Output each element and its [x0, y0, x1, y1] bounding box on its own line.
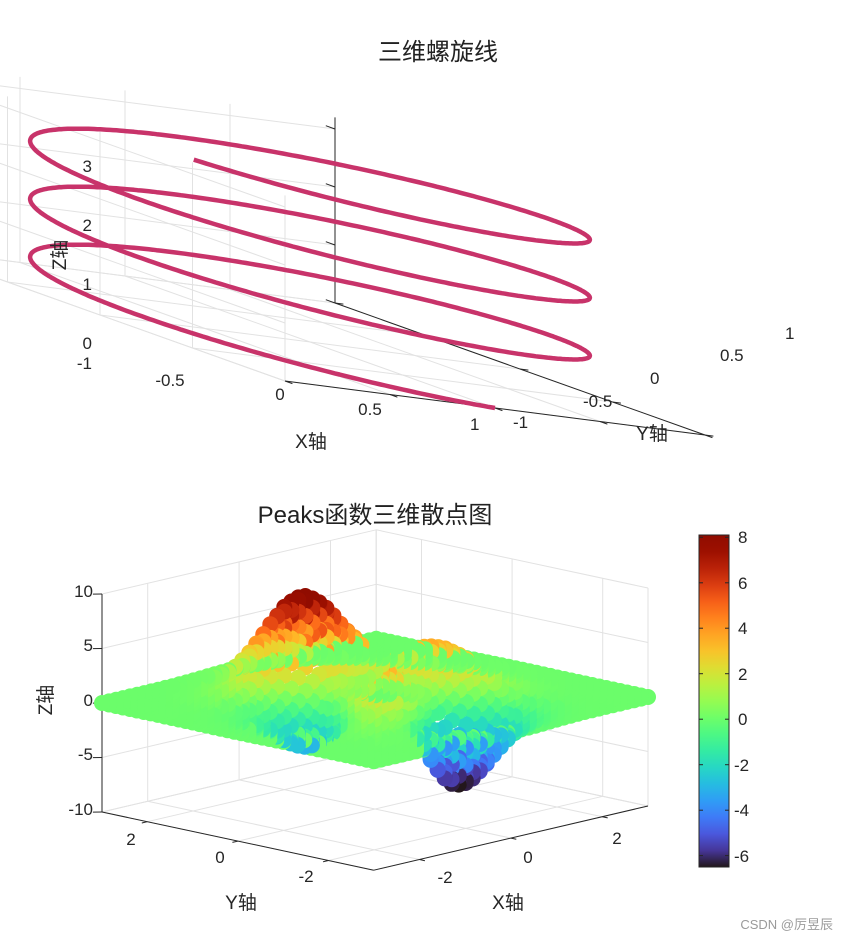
peaks-y-tickmark: [322, 860, 329, 863]
helix-sidewall-grid-h: [0, 278, 286, 382]
peaks-xlabel: X轴: [492, 892, 524, 914]
colorbar-tick-0: 0: [738, 710, 747, 729]
helix-z-tickmark: [325, 241, 336, 246]
peaks-backwall-grid-h: [101, 583, 377, 649]
helix-xtick-1: 1: [470, 415, 479, 434]
peaks-ztick-5: 5: [84, 636, 93, 655]
helix-ytick-neg1: -1: [513, 413, 528, 432]
colorbar-tick-neg4: -4: [734, 801, 749, 820]
peaks-ytick-2: 2: [126, 830, 135, 849]
helix-ztick-1: 1: [83, 275, 92, 294]
helix-line: [27, 126, 593, 411]
colorbar-ticks: [699, 536, 729, 857]
peaks-y-tickmark: [232, 840, 239, 843]
helix-backwall-grid-h: [0, 259, 336, 304]
helix-x-tickmark: [612, 401, 621, 404]
peaks-chart: Peaks函数三维散点图 10 5 0 -5 -10 2 0 -2 -2 0 2…: [35, 502, 749, 914]
helix-z-tickmark: [325, 125, 336, 130]
helix-xtick-neg05: -0.5: [155, 371, 184, 390]
peaks-x-tickmark: [510, 837, 517, 840]
helix-sidewall-grid-h: [0, 220, 286, 324]
colorbar-tick-6: 6: [738, 574, 747, 593]
helix-x-tickmark: [519, 368, 529, 371]
helix-floor-grid-y: [229, 289, 601, 422]
peaks-sidewall-grid-h: [376, 747, 649, 807]
helix-zlabel: Z轴: [49, 240, 71, 271]
peaks-zlabel: Z轴: [35, 685, 57, 716]
helix-backwall-grid-h: [0, 85, 336, 130]
helix-ztick-3: 3: [83, 157, 92, 176]
watermark: CSDN @厉昱辰: [740, 917, 833, 932]
helix-y-tickmark: [599, 421, 608, 425]
peaks-sidewall-grid-h: [376, 529, 649, 589]
peaks-xtick-neg2: -2: [437, 868, 452, 887]
helix-y-tickmark: [494, 407, 503, 412]
colorbar-tick-neg6: -6: [734, 847, 749, 866]
colorbar-tick-neg2: -2: [734, 756, 749, 775]
helix-ztick-0: 0: [83, 334, 92, 353]
helix-xtick-0: 0: [275, 385, 284, 404]
helix-xtick-neg1: -1: [77, 354, 92, 373]
helix-z-tickmark: [325, 299, 336, 304]
peaks-ztick-neg10: -10: [68, 800, 93, 819]
helix-backwall-grid-h: [0, 201, 336, 246]
peaks-x-tickmark: [602, 816, 608, 819]
peaks-ytick-0: 0: [215, 848, 224, 867]
helix-floor-grid-y: [124, 275, 496, 409]
helix-ztick-2: 2: [83, 216, 92, 235]
helix-sidewall-grid-h: [0, 104, 286, 208]
helix-xtick-05: 0.5: [358, 400, 382, 419]
peaks-backwall-grid-h: [101, 529, 377, 595]
peaks-ztick-10: 10: [74, 582, 93, 601]
peaks-ylabel: Y轴: [225, 892, 257, 914]
peaks-ztick-neg5: -5: [78, 745, 93, 764]
peaks-y-tickmark: [141, 821, 148, 824]
helix-z-tickmark: [325, 183, 336, 188]
colorbar-tick-8: 8: [738, 528, 747, 547]
peaks-title: Peaks函数三维散点图: [258, 502, 493, 529]
helix-ylabel: Y轴: [636, 423, 668, 445]
colorbar-tick-4: 4: [738, 619, 747, 638]
helix-ytick-0: 0: [650, 369, 659, 388]
colorbar: [698, 534, 730, 868]
helix-title: 三维螺旋线: [378, 39, 498, 66]
peaks-point: [94, 695, 110, 711]
peaks-ztick-0: 0: [84, 691, 93, 710]
helix-sidewall-grid-h: [0, 162, 286, 266]
helix-ytick-05: 0.5: [720, 346, 744, 365]
peaks-scatter-points: [94, 588, 656, 793]
colorbar-tick-2: 2: [738, 665, 747, 684]
helix-ytick-1: 1: [785, 324, 794, 343]
helix-x-tickmark: [334, 302, 344, 305]
peaks-x-tickmark: [419, 859, 426, 862]
helix-y-tickmark: [389, 394, 398, 398]
helix-backwall-grid-h: [0, 143, 336, 188]
peaks-ytick-neg2: -2: [298, 867, 313, 886]
peaks-floor-grid-y: [328, 795, 603, 861]
helix-ytick-neg05: -0.5: [583, 392, 612, 411]
helix-chart: 三维螺旋线 3 2 1 0 -1 -0.5 0 0.5 1 -1 -0.5 0 …: [0, 39, 794, 453]
peaks-sidewall-grid-h: [376, 583, 649, 643]
helix-y-tickmark: [284, 380, 293, 385]
peaks-xtick-0: 0: [523, 848, 532, 867]
peaks-xtick-2: 2: [612, 829, 621, 848]
helix-y-tickmark: [704, 434, 713, 439]
helix-xlabel: X轴: [295, 431, 327, 453]
